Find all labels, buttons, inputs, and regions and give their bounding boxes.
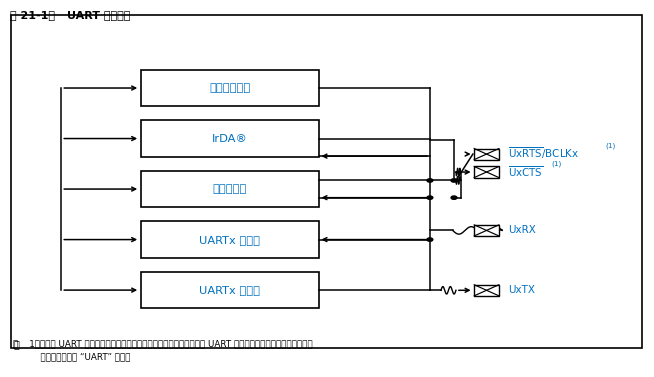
Text: (1): (1) [606,142,616,149]
Text: IrDA®: IrDA® [212,133,248,144]
Text: UART 简化框图: UART 简化框图 [67,10,130,20]
Text: 波特率发生器: 波特率发生器 [209,83,250,93]
Bar [141,120,318,157]
Text: $\overline{\mathrm{UxCTS}}$: $\overline{\mathrm{UxCTS}}$ [508,164,543,179]
Text: UARTx 发送器: UARTx 发送器 [199,285,260,295]
Text: UARTx 接收器: UARTx 接收器 [199,234,260,245]
Bar [141,70,318,106]
Bar [141,171,318,207]
Bar [474,167,499,178]
Circle shape [451,196,457,199]
Text: 器件数据手册的 “UART” 章节。: 器件数据手册的 “UART” 章节。 [13,353,131,362]
Text: 注: 注 [13,339,19,349]
Text: 图 21-1：: 图 21-1： [10,10,55,20]
Bar [474,285,499,296]
Bar [11,15,642,348]
Text: UxRX: UxRX [508,225,536,235]
Text: 硬件流控制: 硬件流控制 [213,184,247,194]
Bar [474,149,499,159]
Circle shape [427,179,433,182]
Text: (1): (1) [552,160,562,167]
Text: 注    1：在某些 UART 模块上，这些引脚不可用。更多关于这些引脚在不同 UART 模块上的可用性信息，请参见具体: 注 1：在某些 UART 模块上，这些引脚不可用。更多关于这些引脚在不同 UAR… [13,340,313,349]
Circle shape [451,179,457,182]
Bar [474,225,499,236]
Circle shape [427,196,433,199]
Text: UxTX: UxTX [508,285,535,295]
Bar [141,221,318,258]
Circle shape [427,238,433,241]
Bar [141,272,318,308]
Text: $\overline{\mathrm{UxRTS}}$/BCLKx: $\overline{\mathrm{UxRTS}}$/BCLKx [508,146,579,161]
